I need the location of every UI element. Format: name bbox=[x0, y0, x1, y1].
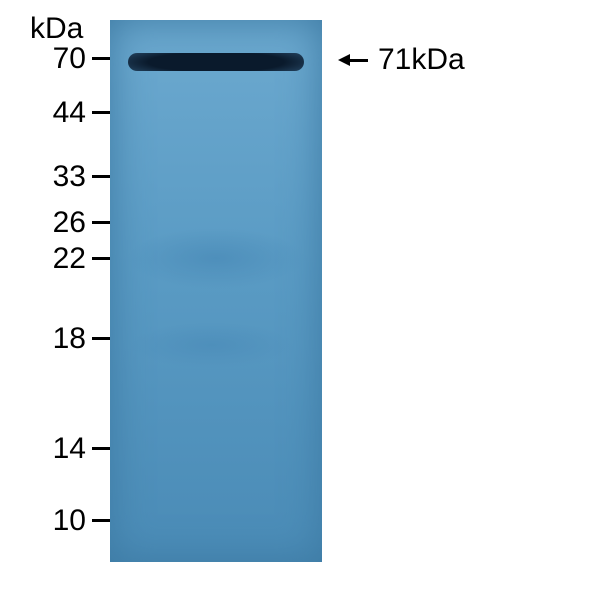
annotation-arrow-icon bbox=[338, 54, 350, 66]
y-tick-mark bbox=[92, 175, 110, 178]
y-tick-mark bbox=[92, 447, 110, 450]
annotation-arrow-shaft bbox=[350, 59, 368, 62]
y-tick-mark bbox=[92, 111, 110, 114]
y-tick-label: 18 bbox=[53, 322, 86, 356]
y-tick-mark bbox=[92, 221, 110, 224]
y-tick-label: 14 bbox=[53, 432, 86, 466]
protein-band bbox=[128, 53, 304, 71]
y-tick-mark bbox=[92, 337, 110, 340]
blot-lane bbox=[110, 20, 322, 562]
y-tick-label: 44 bbox=[53, 96, 86, 130]
y-tick-mark bbox=[92, 57, 110, 60]
y-tick-mark bbox=[92, 257, 110, 260]
figure-container: kDa704433262218141071kDa bbox=[0, 0, 600, 600]
band-annotation-label: 71kDa bbox=[378, 43, 465, 77]
y-tick-label: 33 bbox=[53, 160, 86, 194]
y-tick-label: 70 bbox=[53, 42, 86, 76]
y-tick-label: 26 bbox=[53, 206, 86, 240]
y-tick-mark bbox=[92, 519, 110, 522]
y-tick-label: 10 bbox=[53, 504, 86, 538]
y-tick-label: 22 bbox=[53, 242, 86, 276]
